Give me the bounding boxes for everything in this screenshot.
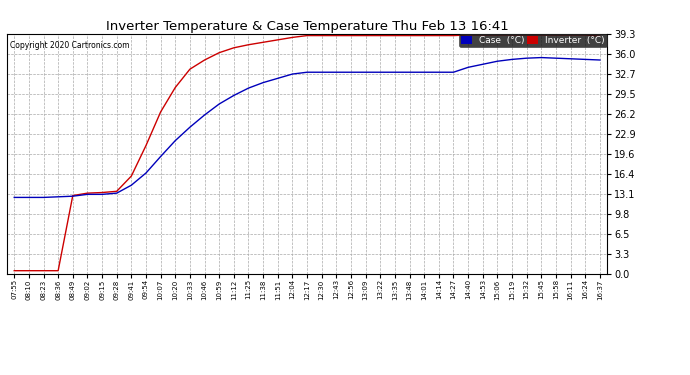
- Text: Copyright 2020 Cartronics.com: Copyright 2020 Cartronics.com: [10, 41, 130, 50]
- Title: Inverter Temperature & Case Temperature Thu Feb 13 16:41: Inverter Temperature & Case Temperature …: [106, 20, 509, 33]
- Legend: Case  (°C), Inverter  (°C): Case (°C), Inverter (°C): [459, 34, 607, 47]
